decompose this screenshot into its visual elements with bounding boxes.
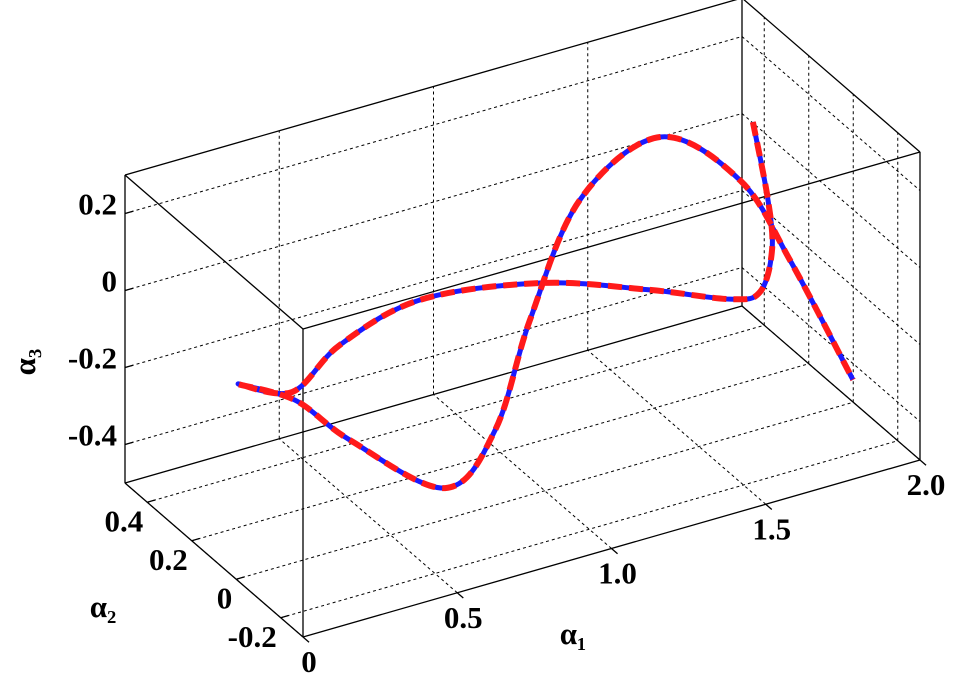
grid-line <box>236 401 854 580</box>
grid-line <box>741 36 921 191</box>
grid-line <box>587 349 767 505</box>
z-tick-label: 0.2 <box>78 187 117 222</box>
tick-mark <box>280 614 289 619</box>
box-edge <box>743 0 921 153</box>
y-tick-label: 0 <box>217 580 233 615</box>
y-tick-label: 0.4 <box>105 503 144 538</box>
box-edge <box>302 151 921 330</box>
x-tick-label: 1.5 <box>752 511 791 546</box>
curve <box>235 121 856 491</box>
box-edge <box>124 305 743 484</box>
tick-mark <box>124 441 134 446</box>
y-tick-label: 0.2 <box>149 542 188 577</box>
grid-line <box>280 440 898 619</box>
tick-mark <box>147 499 156 503</box>
grid-line <box>433 394 612 549</box>
tick-mark <box>765 503 773 510</box>
z-tick-label: 0 <box>102 264 118 299</box>
y-tick-label: -0.2 <box>228 619 277 654</box>
x-tick-label: 2.0 <box>907 467 946 502</box>
x-tick-label: 1.0 <box>598 556 637 591</box>
tick-mark <box>456 592 464 599</box>
grid-line <box>147 324 765 503</box>
box-edge <box>741 305 921 461</box>
box-edge <box>124 0 738 176</box>
tick-mark <box>611 548 618 555</box>
grid-line <box>278 438 458 594</box>
tick-mark <box>124 364 134 369</box>
x-tick-label: 0.5 <box>444 600 483 635</box>
grid-line <box>191 363 809 542</box>
tick-mark <box>124 287 134 292</box>
x-axis-label: α₁ <box>560 616 587 651</box>
z-tick-label: -0.4 <box>68 418 117 453</box>
box-edge <box>124 482 304 638</box>
curve <box>235 121 856 492</box>
tick-mark <box>919 459 927 466</box>
grid-line <box>124 36 743 214</box>
tick-mark <box>191 537 200 542</box>
grid-line <box>124 267 743 445</box>
tick-mark <box>124 210 134 215</box>
x-tick-label: 0 <box>301 644 317 679</box>
tick-mark <box>236 576 245 580</box>
z-axis-label: α₃ <box>7 349 42 376</box>
grid-line <box>741 267 921 422</box>
box-edge <box>124 174 304 330</box>
tick-mark <box>302 636 310 643</box>
y-axis-label: α₂ <box>90 589 117 624</box>
grid-line <box>124 190 743 368</box>
z-tick-label: -0.2 <box>68 341 117 376</box>
